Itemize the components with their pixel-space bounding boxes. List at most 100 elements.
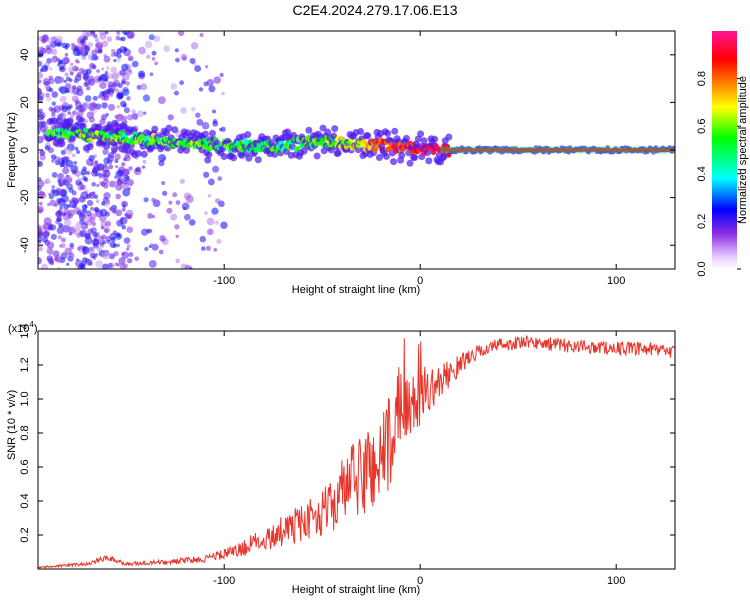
spectrogram-noise-cell — [123, 263, 129, 269]
spectrogram-noise-cell — [76, 233, 82, 238]
spectrogram-noise-cell — [119, 45, 127, 54]
spectrogram-noise-cell — [213, 248, 218, 252]
spectrogram-noise-cell — [85, 170, 91, 176]
spectrogram-noise-cell — [116, 105, 120, 109]
spectrogram-noise-cell — [116, 179, 123, 186]
spectrogram-halo-cell — [319, 124, 327, 132]
spectrogram-noise-cell — [115, 210, 119, 214]
spectrogram-noise-cell — [63, 79, 67, 83]
spectrogram-noise-cell — [175, 258, 181, 264]
spectrogram-noise-cell — [38, 190, 45, 198]
spectrogram-noise-cell — [88, 217, 96, 224]
x-tick-label: 100 — [607, 575, 625, 587]
spectrogram-noise-cell — [121, 252, 125, 256]
spectrogram-noise-cell — [125, 81, 130, 86]
spectrogram-noise-cell — [106, 36, 113, 42]
spectrogram-noise-cell — [126, 69, 133, 76]
spectrogram-noise-cell — [117, 92, 123, 98]
spectrogram-y-label: Frequency (Hz) — [6, 112, 18, 188]
spectrogram-noise-cell — [65, 76, 71, 82]
spectrogram-noise-cell — [127, 55, 134, 62]
spectrogram-noise-cell — [56, 57, 61, 62]
spectrogram-noise-cell — [148, 34, 155, 41]
spectrogram-noise-cell — [114, 159, 119, 164]
spectrogram-noise-cell — [115, 164, 119, 169]
spectrogram-noise-cell — [145, 228, 151, 234]
spectrogram-noise-cell — [38, 121, 45, 128]
spectrogram-noise-cell — [59, 95, 67, 103]
spectrogram-noise-cell — [48, 66, 53, 71]
spectrogram-noise-cell — [73, 45, 80, 52]
spectrogram-noise-cell — [44, 145, 50, 151]
spectrogram-noise-cell — [104, 71, 109, 75]
spectrogram-noise-cell — [89, 63, 96, 70]
spectrogram-noise-cell — [100, 244, 105, 248]
spectrogram-noise-cell — [102, 251, 110, 260]
spectrogram-noise-cell — [62, 178, 67, 183]
y-tick-label: 1.0 — [19, 391, 31, 406]
spectrogram-noise-cell — [151, 56, 156, 61]
spectrogram-panel: -100 0 100 -40 -20 0 20 40 Height of straight … — [6, 30, 676, 296]
spectrogram-noise-cell — [48, 75, 54, 81]
spectrogram-halo-cell — [140, 150, 148, 158]
y-tick-label: 40 — [19, 49, 31, 61]
spectrogram-noise-cell — [95, 199, 100, 204]
spectrogram-noise-cell — [206, 79, 214, 87]
spectrogram-noise-cell — [174, 48, 179, 53]
y-tick-label: -40 — [19, 237, 31, 253]
spectrogram-halo-cell — [384, 129, 392, 137]
spectrogram-halo-cell — [283, 147, 291, 155]
spectrogram-noise-cell — [99, 81, 107, 90]
y-tick-label: 0 — [19, 147, 31, 153]
spectrogram-noise-cell — [69, 200, 77, 209]
spectrogram-noise-cell — [103, 157, 110, 164]
spectrogram-noise-cell — [60, 237, 66, 243]
spectrogram-noise-cell — [147, 213, 153, 219]
spectrogram-noise-cell — [196, 118, 204, 126]
spectrogram-noise-cell — [120, 100, 127, 108]
spectrogram-noise-cell — [47, 249, 55, 256]
spectrogram-halo-cell — [111, 119, 119, 127]
spectrogram-noise-cell — [38, 245, 43, 252]
spectrogram-noise-cell — [113, 250, 119, 257]
spectrogram-noise-cell — [82, 166, 87, 172]
spectrogram-noise-cell — [59, 86, 68, 95]
spectrogram-ridge-cell — [430, 149, 437, 156]
spectrogram-noise-cell — [84, 95, 92, 102]
spectrogram-noise-cell — [201, 246, 206, 251]
spectrogram-noise-cell — [50, 154, 57, 160]
spectrogram-noise-cell — [71, 95, 79, 103]
spectrogram-halo-cell — [208, 129, 216, 137]
spectrogram-noise-cell — [128, 166, 133, 171]
spectrogram-x-ticks: -100 0 100 — [213, 31, 625, 287]
spectrogram-noise-cell — [163, 45, 171, 53]
spectrogram-noise-cell — [203, 171, 210, 178]
y-tick-label: 0.8 — [19, 425, 31, 440]
spectrogram-noise-cell — [67, 111, 71, 115]
spectrogram-noise-cell — [59, 65, 65, 71]
spectrogram-noise-cell — [85, 85, 91, 91]
spectrogram-noise-cell — [113, 58, 117, 63]
spectrogram-noise-cell — [91, 182, 97, 187]
spectrogram-noise-cell — [108, 253, 115, 260]
spectrogram-halo-cell — [305, 126, 313, 134]
spectrogram-noise-cell — [219, 72, 224, 78]
spectrogram-noise-cell — [96, 69, 100, 73]
spectrogram-noise-cell — [61, 159, 65, 164]
spectrogram-noise-cell — [115, 35, 121, 41]
spectrogram-ridge-cell — [445, 144, 451, 150]
spectrogram-noise-cell — [85, 258, 93, 266]
spectrogram-noise-cell — [122, 88, 130, 96]
spectrogram-noise-cell — [80, 232, 84, 236]
spectrogram-noise-cell — [107, 81, 114, 88]
spectrogram-noise-cell — [143, 111, 147, 115]
spectrogram-halo-cell — [254, 156, 262, 164]
spectrogram-noise-cell — [55, 219, 60, 225]
snr-y-multiplier: (x104) — [8, 320, 38, 335]
spectrogram-noise-cell — [189, 57, 196, 64]
spectrogram-y-ticks: -40 -20 0 20 40 — [19, 49, 675, 253]
spectrogram-noise-cell — [82, 35, 88, 41]
spectrogram-noise-cell — [188, 219, 196, 226]
spectrogram-halo-cell — [425, 157, 433, 165]
x-tick-label: 100 — [607, 275, 625, 287]
